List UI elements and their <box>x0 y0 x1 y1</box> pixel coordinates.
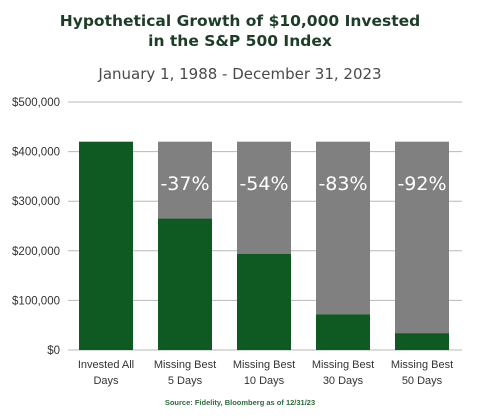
bar-value <box>316 314 370 350</box>
x-tick-label: 30 Days <box>323 375 364 387</box>
bar-lost-portion <box>237 141 291 254</box>
bars: -37% -54% -83% -92% <box>79 141 449 350</box>
y-tick-label: $400,000 <box>12 147 60 159</box>
x-tick-label: Missing Best <box>312 359 374 371</box>
source-note: Source: Fidelity, Bloomberg as of 12/31/… <box>165 398 315 407</box>
y-tick-label: $300,000 <box>12 196 60 208</box>
bar-lost-portion <box>395 141 449 334</box>
x-tick-label: Missing Best <box>391 359 453 371</box>
y-tick-label: $200,000 <box>12 246 60 258</box>
bar-lost-portion <box>158 141 212 219</box>
x-tick-label: 50 Days <box>402 375 443 387</box>
x-axis-labels: Invested All Days Missing Best 5 Days Missin… <box>78 359 453 387</box>
bar-loss-label: -92% <box>397 173 446 195</box>
chart-title-line-2: in the S&P 500 Index <box>148 32 332 50</box>
x-tick-label: Missing Best <box>233 359 295 371</box>
bar-loss-label: -54% <box>239 173 288 195</box>
y-tick-label: $500,000 <box>12 97 60 109</box>
y-axis-ticks: $0 $100,000 $200,000 $300,000 $400,000 $500,0… <box>12 97 60 357</box>
y-tick-label: $100,000 <box>12 295 60 307</box>
bar-loss-label: -37% <box>160 173 209 195</box>
x-tick-label: Days <box>93 375 119 387</box>
chart-subtitle: January 1, 1988 - December 31, 2023 <box>97 65 381 83</box>
x-tick-label: 5 Days <box>168 375 203 387</box>
bar-value <box>395 333 449 350</box>
bar-value <box>237 253 291 350</box>
y-tick-label: $0 <box>47 345 60 357</box>
bar-value <box>158 218 212 350</box>
x-tick-label: 10 Days <box>244 375 285 387</box>
bar-lost-portion <box>316 141 370 315</box>
chart-title-line-1: Hypothetical Growth of $10,000 Invested <box>60 12 420 30</box>
x-tick-label: Missing Best <box>154 359 216 371</box>
x-tick-label: Invested All <box>78 359 134 371</box>
bar-loss-label: -83% <box>318 173 367 195</box>
bar-value <box>79 141 133 350</box>
